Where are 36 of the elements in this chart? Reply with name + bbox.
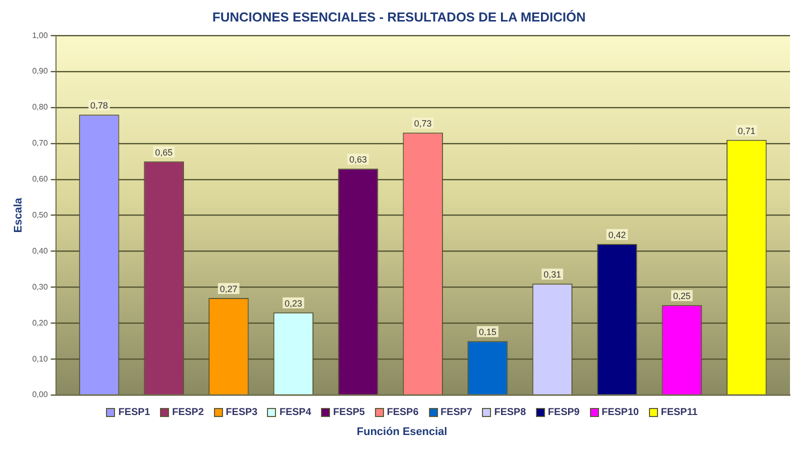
data-label: 0,15 <box>478 327 496 338</box>
legend-label: FESP7 <box>440 407 472 418</box>
legend-label: FESP4 <box>279 407 312 418</box>
legend-label: FESP8 <box>494 407 526 418</box>
y-tick-label: 0,80 <box>32 102 48 112</box>
y-axis-title: Escala <box>12 196 25 233</box>
legend-label: FESP10 <box>602 407 639 418</box>
y-tick-label: 0,40 <box>32 246 48 256</box>
y-tick-label: 0,10 <box>32 354 48 364</box>
y-tick-label: 0,20 <box>32 318 48 328</box>
data-label: 0,65 <box>155 147 173 158</box>
y-tick-label: 0,90 <box>32 66 48 76</box>
legend-label: FESP2 <box>172 407 204 418</box>
y-tick-label: 0,00 <box>32 390 48 400</box>
legend-label: FESP3 <box>226 407 258 418</box>
data-label: 0,27 <box>220 284 238 294</box>
data-label: 0,63 <box>349 154 367 165</box>
data-label: 0,42 <box>608 230 626 240</box>
series-label: FESP1 <box>118 407 150 418</box>
legend-label: FESP11 <box>660 407 698 418</box>
y-tick-label: 0,70 <box>32 138 48 148</box>
data-label: 0,71 <box>738 126 756 136</box>
data-label: 0,73 <box>414 118 432 129</box>
legend-label: FESP6 <box>386 407 419 418</box>
data-label: 0,78 <box>90 100 108 111</box>
y-tick-label: 0,30 <box>32 282 48 292</box>
x-axis-title: Función Esencial <box>356 426 448 438</box>
data-label: 0,31 <box>544 270 562 280</box>
y-tick-label: 1,00 <box>32 30 48 40</box>
data-label: 0,25 <box>673 291 691 302</box>
y-tick-label: 0,50 <box>32 210 48 220</box>
legend-label: FESP5 <box>333 407 365 418</box>
y-tick-label: 0,60 <box>32 174 48 184</box>
chart-title: FUNCIONES ESENCIALES - RESULTADOS DE LA MEDICIÓN <box>212 9 586 24</box>
data-label: 0,23 <box>284 298 302 308</box>
legend-label: FESP9 <box>548 407 580 418</box>
